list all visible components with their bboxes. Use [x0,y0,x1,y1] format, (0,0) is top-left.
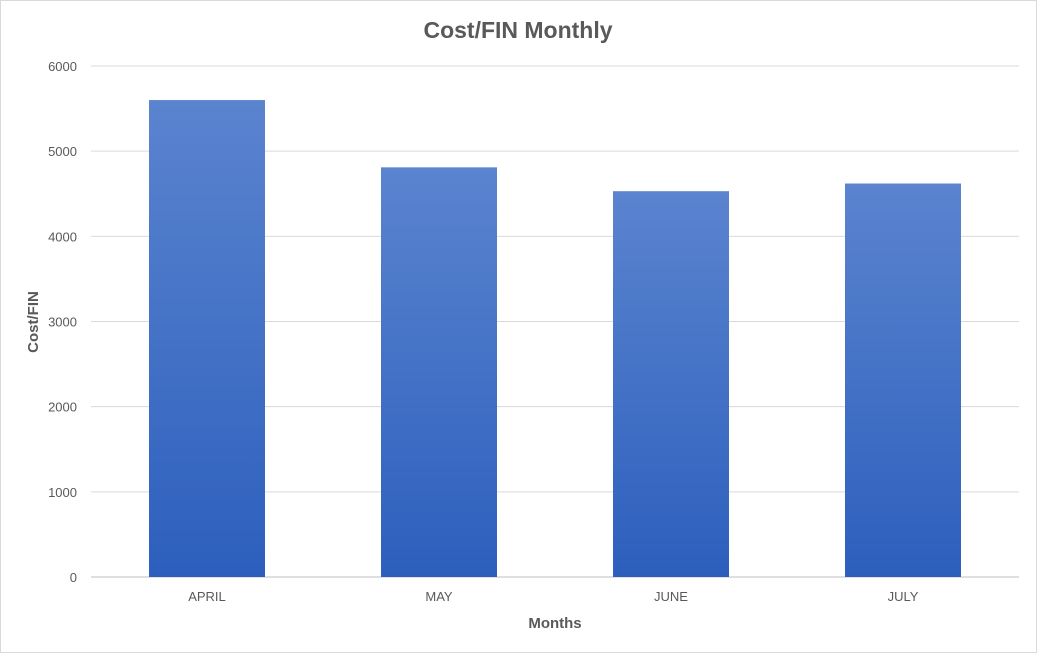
y-tick-label: 3000 [48,315,77,330]
x-tick-labels: APRIL MAY JUNE JULY [188,589,919,604]
y-tick-label: 5000 [48,144,77,159]
y-tick-label: 0 [70,570,77,585]
y-tick-label: 1000 [48,485,77,500]
bar-july [845,183,961,577]
bar-may [381,167,497,577]
x-tick-label: JULY [888,589,919,604]
y-tick-label: 6000 [48,59,77,74]
bars [149,100,961,578]
bar-june [613,191,729,577]
x-tick-label: MAY [425,589,453,604]
y-tick-label: 4000 [48,229,77,244]
y-axis-title: Cost/FIN [25,291,42,353]
y-tick-label: 2000 [48,400,77,415]
x-tick-label: JUNE [654,589,688,604]
bar-april [149,100,265,578]
chart-title: Cost/FIN Monthly [423,17,612,43]
x-axis-title: Months [528,615,581,632]
y-tick-labels: 0 1000 2000 3000 4000 5000 6000 [48,59,77,585]
x-tick-label: APRIL [188,589,226,604]
